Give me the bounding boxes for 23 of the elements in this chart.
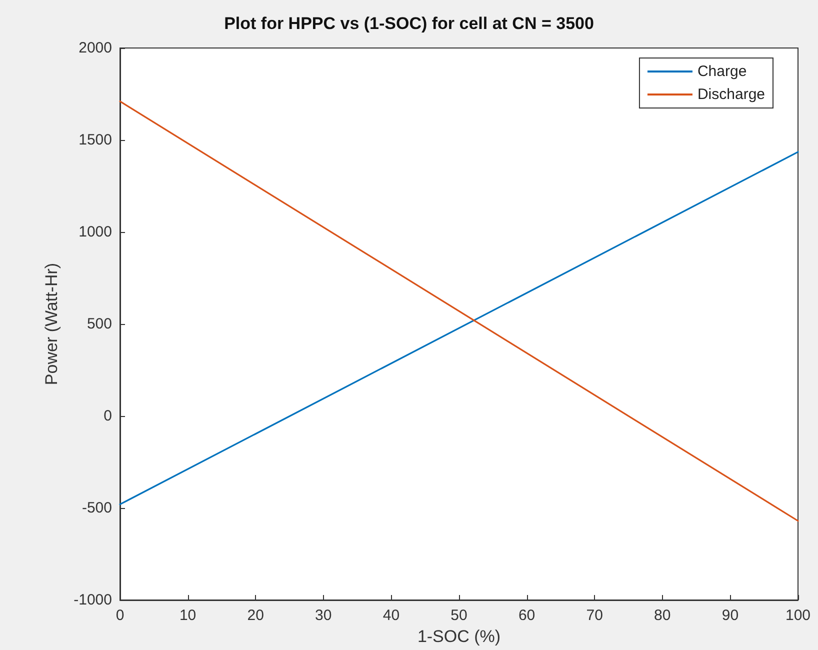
y-tick-label: 0 — [104, 408, 112, 424]
x-tick-label: 30 — [315, 607, 332, 624]
x-tick-label: 90 — [722, 607, 739, 624]
x-tick-label: 10 — [179, 607, 196, 624]
y-tick-label: 2000 — [78, 40, 112, 56]
x-tick-label: 70 — [586, 607, 603, 624]
x-tick-label: 80 — [654, 607, 671, 624]
y-tick-label: 500 — [86, 316, 112, 332]
y-tick-label: 1000 — [78, 224, 112, 240]
y-tick-label: 1500 — [78, 132, 112, 148]
x-tick-label: 40 — [382, 607, 400, 624]
legend-label: Charge — [697, 63, 747, 80]
x-tick-label: 50 — [450, 607, 468, 624]
x-tick-label: 60 — [518, 607, 536, 624]
x-tick-label: 0 — [116, 607, 124, 624]
x-tick-label: 20 — [247, 607, 264, 624]
chart-title: Plot for HPPC vs (1-SOC) for cell at CN = 3500 — [224, 14, 594, 33]
legend-label: Discharge — [697, 86, 765, 103]
x-axis-title: 1-SOC (%) — [417, 627, 501, 646]
y-axis-title: Power (Watt-Hr) — [42, 262, 61, 386]
x-tick-label: 100 — [785, 607, 811, 624]
y-tick-label: -500 — [82, 500, 112, 516]
y-tick-label: -1000 — [74, 592, 112, 608]
